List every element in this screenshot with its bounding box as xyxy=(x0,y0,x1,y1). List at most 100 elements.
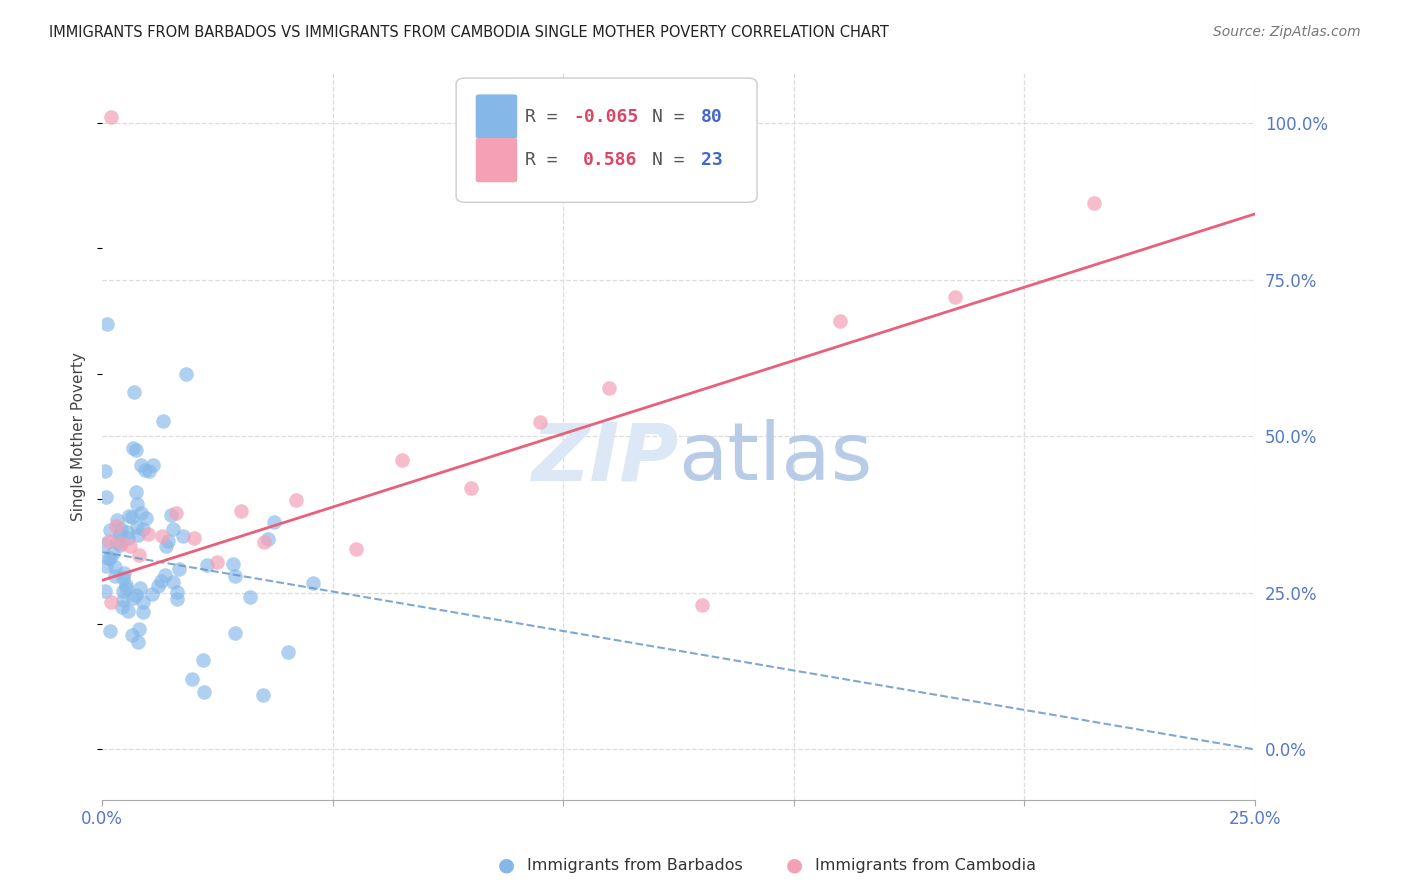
Point xyxy=(127,497,149,511)
Point xyxy=(529,415,551,429)
Point xyxy=(191,653,214,667)
Point xyxy=(943,290,966,304)
Point xyxy=(104,559,127,574)
Point xyxy=(132,605,155,619)
Point xyxy=(159,508,181,523)
Text: ●: ● xyxy=(498,855,515,875)
Point xyxy=(136,527,159,541)
Point xyxy=(118,508,141,523)
Point xyxy=(122,441,145,455)
Text: R =: R = xyxy=(526,151,579,169)
Point xyxy=(96,559,118,574)
Point xyxy=(146,579,169,593)
Point xyxy=(152,414,174,428)
Text: R =: R = xyxy=(526,108,569,126)
Point xyxy=(127,635,149,649)
Point xyxy=(93,464,115,478)
Point xyxy=(122,385,145,400)
Text: ZIP: ZIP xyxy=(531,419,679,497)
Point xyxy=(100,595,122,609)
Point xyxy=(460,481,482,495)
Point xyxy=(135,510,157,524)
Point xyxy=(302,575,325,590)
Point xyxy=(115,578,138,592)
Point xyxy=(128,582,150,596)
Point xyxy=(125,485,148,500)
Text: 23: 23 xyxy=(700,151,723,169)
Point xyxy=(96,317,118,331)
Point xyxy=(103,546,125,560)
Point xyxy=(207,556,229,570)
Point xyxy=(93,537,115,551)
Point xyxy=(598,381,620,395)
Point xyxy=(129,506,152,520)
Text: IMMIGRANTS FROM BARBADOS VS IMMIGRANTS FROM CAMBODIA SINGLE MOTHER POVERTY CORRE: IMMIGRANTS FROM BARBADOS VS IMMIGRANTS F… xyxy=(49,25,889,40)
Point xyxy=(174,367,197,381)
Point xyxy=(97,550,120,565)
Point xyxy=(150,529,173,543)
Point xyxy=(94,490,117,504)
Point xyxy=(108,538,131,552)
Point xyxy=(98,523,121,537)
Point xyxy=(142,458,165,473)
FancyBboxPatch shape xyxy=(456,78,756,202)
Point xyxy=(98,533,121,548)
Point xyxy=(166,591,188,606)
Point xyxy=(94,584,117,599)
Point xyxy=(1083,195,1105,210)
Point xyxy=(104,569,127,583)
Point xyxy=(98,624,121,639)
Point xyxy=(183,532,205,546)
Point xyxy=(124,588,146,602)
Text: N =: N = xyxy=(652,108,696,126)
Text: Source: ZipAtlas.com: Source: ZipAtlas.com xyxy=(1213,25,1361,39)
Point xyxy=(112,584,135,599)
Point xyxy=(111,571,134,585)
Point xyxy=(828,314,851,328)
Point xyxy=(181,673,204,687)
Point xyxy=(118,540,141,554)
Point xyxy=(162,522,184,536)
Point xyxy=(165,506,187,520)
Point xyxy=(162,575,184,590)
Point xyxy=(128,622,150,636)
Point xyxy=(263,515,285,529)
Point xyxy=(117,604,139,618)
FancyBboxPatch shape xyxy=(475,95,517,139)
Point xyxy=(127,528,149,542)
Point xyxy=(110,523,132,537)
Text: ●: ● xyxy=(786,855,803,875)
Point xyxy=(391,453,413,467)
Point xyxy=(129,458,152,472)
Point xyxy=(167,562,190,576)
Point xyxy=(224,569,246,583)
Point xyxy=(100,110,122,124)
Point xyxy=(121,591,143,605)
Point xyxy=(125,520,148,534)
Point xyxy=(117,524,139,539)
Point xyxy=(252,534,274,549)
Point xyxy=(157,534,180,549)
Point xyxy=(344,541,367,556)
Point xyxy=(121,510,143,524)
Point xyxy=(195,558,218,572)
Point xyxy=(153,568,176,582)
Point xyxy=(117,531,139,545)
FancyBboxPatch shape xyxy=(475,138,517,182)
Point xyxy=(110,536,132,550)
Point xyxy=(128,548,150,562)
Text: N =: N = xyxy=(652,151,696,169)
Point xyxy=(138,464,160,478)
Text: Immigrants from Cambodia: Immigrants from Cambodia xyxy=(815,858,1036,872)
Text: 0.586: 0.586 xyxy=(583,151,637,169)
Text: Immigrants from Barbados: Immigrants from Barbados xyxy=(527,858,742,872)
Point xyxy=(172,529,194,543)
Point xyxy=(121,627,143,641)
Point xyxy=(124,443,146,458)
Point xyxy=(112,566,135,580)
Point xyxy=(239,590,262,604)
Point xyxy=(229,504,252,518)
Point xyxy=(134,462,156,476)
Point xyxy=(105,518,128,533)
Point xyxy=(166,585,188,599)
